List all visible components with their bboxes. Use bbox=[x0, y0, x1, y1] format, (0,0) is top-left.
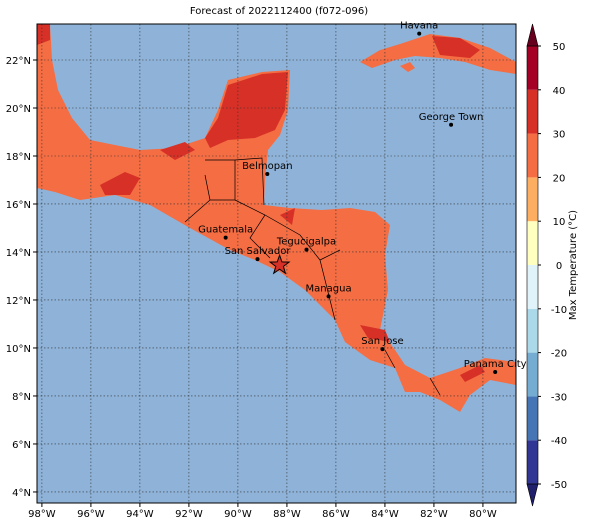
x-tick-label: 84°W bbox=[371, 509, 399, 520]
city-label: San Jose bbox=[361, 336, 403, 347]
colorbar-tick-label: -10 bbox=[551, 305, 567, 316]
colorbar-under bbox=[526, 483, 539, 507]
title: Forecast of 2022112400 (f072-096) bbox=[190, 6, 368, 17]
land bbox=[37, 24, 516, 412]
x-tick-label: 96°W bbox=[77, 509, 105, 520]
city-dot bbox=[223, 235, 228, 240]
city-label: Belmopan bbox=[242, 161, 292, 172]
city-dot bbox=[493, 369, 498, 374]
y-tick-label: 14°N bbox=[6, 248, 31, 259]
city-label: San Salvador bbox=[225, 246, 292, 257]
city-label: Guatemala bbox=[198, 225, 253, 236]
colorbar-tick-label: -40 bbox=[551, 436, 567, 447]
colorbar-segment bbox=[527, 352, 538, 397]
y-tick-label: 10°N bbox=[6, 344, 31, 355]
colorbar-tick-label: -30 bbox=[551, 392, 567, 403]
y-tick-label: 4°N bbox=[12, 488, 31, 499]
x-tick-label: 86°W bbox=[322, 509, 350, 520]
colorbar-tick-label: 10 bbox=[553, 217, 566, 228]
colorbar-over bbox=[526, 23, 539, 47]
colorbar-segment bbox=[527, 89, 538, 134]
y-tick-label: 18°N bbox=[6, 152, 31, 163]
city-dot bbox=[255, 257, 260, 262]
y-tick-label: 8°N bbox=[12, 392, 31, 403]
colorbar-tick-label: 50 bbox=[553, 42, 566, 53]
y-tick-label: 20°N bbox=[6, 104, 31, 115]
x-tick-label: 92°W bbox=[175, 509, 203, 520]
city-dot bbox=[449, 122, 454, 127]
city-label: George Town bbox=[419, 112, 484, 123]
colorbar-tick-label: -50 bbox=[551, 480, 567, 491]
colorbar-segment bbox=[527, 308, 538, 353]
colorbar-segment bbox=[527, 265, 538, 309]
city-dot bbox=[326, 294, 331, 299]
x-tick-label: 90°W bbox=[224, 509, 252, 520]
city-dot bbox=[380, 347, 385, 352]
colorbar-segment bbox=[527, 46, 538, 90]
colorbar-tick-label: 20 bbox=[553, 173, 566, 184]
city-label: Havana bbox=[400, 21, 438, 32]
colorbar-label: Max Temperature (°C) bbox=[568, 210, 579, 320]
city-label: Tegucigalpa bbox=[276, 237, 336, 248]
y-tick-label: 22°N bbox=[6, 56, 31, 67]
map-frame bbox=[36, 23, 517, 504]
colorbar-segment bbox=[527, 396, 538, 441]
colorbar-segment bbox=[527, 133, 538, 178]
y-tick-label: 6°N bbox=[12, 440, 31, 451]
city-label: Managua bbox=[306, 283, 352, 294]
colorbar-tick-label: 0 bbox=[556, 261, 562, 272]
star-marker bbox=[268, 253, 291, 275]
colorbar-segment bbox=[527, 440, 538, 484]
colorbar-tick-label: -20 bbox=[551, 349, 567, 360]
colorbar-segment bbox=[527, 177, 538, 222]
colorbar-tick-label: 30 bbox=[553, 130, 566, 141]
x-tick-label: 88°W bbox=[273, 509, 301, 520]
city-dot bbox=[304, 247, 309, 252]
city-dot bbox=[265, 171, 270, 176]
x-tick-label: 82°W bbox=[420, 509, 448, 520]
city-label: Panama City bbox=[464, 359, 527, 370]
x-tick-label: 94°W bbox=[126, 509, 154, 520]
x-tick-label: 98°W bbox=[28, 509, 56, 520]
colorbar-tick-label: 40 bbox=[553, 86, 566, 97]
y-tick-label: 12°N bbox=[6, 296, 31, 307]
colorbar-segment bbox=[527, 221, 538, 265]
x-tick-label: 80°W bbox=[469, 509, 497, 520]
y-tick-label: 16°N bbox=[6, 200, 31, 211]
city-dot bbox=[417, 31, 422, 36]
